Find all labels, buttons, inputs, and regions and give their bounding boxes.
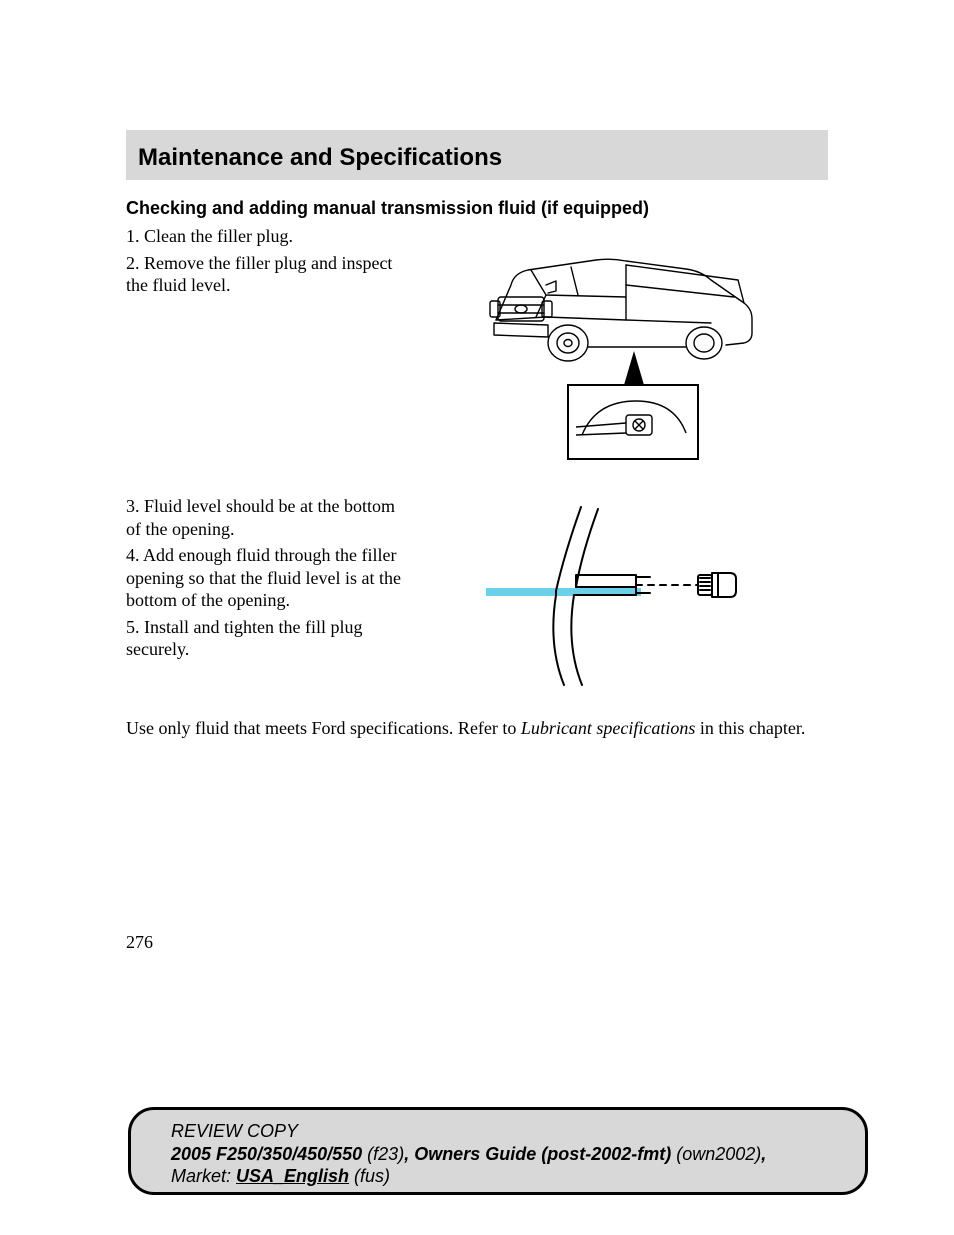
content-row-1: 1. Clean the filler plug. 2. Remove the …: [126, 225, 828, 475]
footer-l3-it2: (fus): [349, 1166, 390, 1186]
note-post: in this chapter.: [695, 718, 805, 738]
footer-l2-bold1: 2005 F250/350/450/550: [171, 1144, 362, 1164]
footer-l2-bold3: ,: [761, 1144, 766, 1164]
note-italic: Lubricant specifications: [521, 718, 696, 738]
step-1: 1. Clean the filler plug.: [126, 225, 406, 248]
footer-l3-it1: Market:: [171, 1166, 236, 1186]
fill-plug-cross-section: [486, 495, 766, 695]
truck-illustration: [476, 225, 776, 475]
section-header-bar: Maintenance and Specifications: [126, 130, 828, 180]
footer-line-2: 2005 F250/350/450/550 (f23), Owners Guid…: [171, 1143, 847, 1166]
step-4: 4. Add enough fluid through the filler o…: [126, 544, 406, 612]
note-paragraph: Use only fluid that meets Ford specifica…: [126, 717, 828, 740]
footer-l2-bold2: , Owners Guide (post-2002-fmt): [404, 1144, 671, 1164]
section-header-title: Maintenance and Specifications: [138, 144, 816, 172]
steps-col-2: 3. Fluid level should be at the bottom o…: [126, 495, 406, 665]
step-3: 3. Fluid level should be at the bottom o…: [126, 495, 406, 540]
content-row-2: 3. Fluid level should be at the bottom o…: [126, 495, 828, 695]
page-number: 276: [126, 932, 153, 953]
page: Maintenance and Specifications Checking …: [0, 0, 954, 1235]
footer-l3-bold1: USA_English: [236, 1166, 349, 1186]
step-2: 2. Remove the filler plug and inspect th…: [126, 252, 406, 297]
step-5: 5. Install and tighten the fill plug sec…: [126, 616, 406, 661]
subsection-heading: Checking and adding manual transmission …: [126, 198, 828, 219]
steps-col-1: 1. Clean the filler plug. 2. Remove the …: [126, 225, 406, 301]
note-pre: Use only fluid that meets Ford specifica…: [126, 718, 521, 738]
footer-box: REVIEW COPY 2005 F250/350/450/550 (f23),…: [128, 1107, 868, 1195]
footer-line-3: Market: USA_English (fus): [171, 1165, 847, 1188]
figure-truck-col: [424, 225, 828, 475]
footer-line-1: REVIEW COPY: [171, 1120, 847, 1143]
figure-plug-col: [424, 495, 828, 695]
footer-l2-it1: (f23): [362, 1144, 404, 1164]
footer-l2-it2: (own2002): [671, 1144, 761, 1164]
